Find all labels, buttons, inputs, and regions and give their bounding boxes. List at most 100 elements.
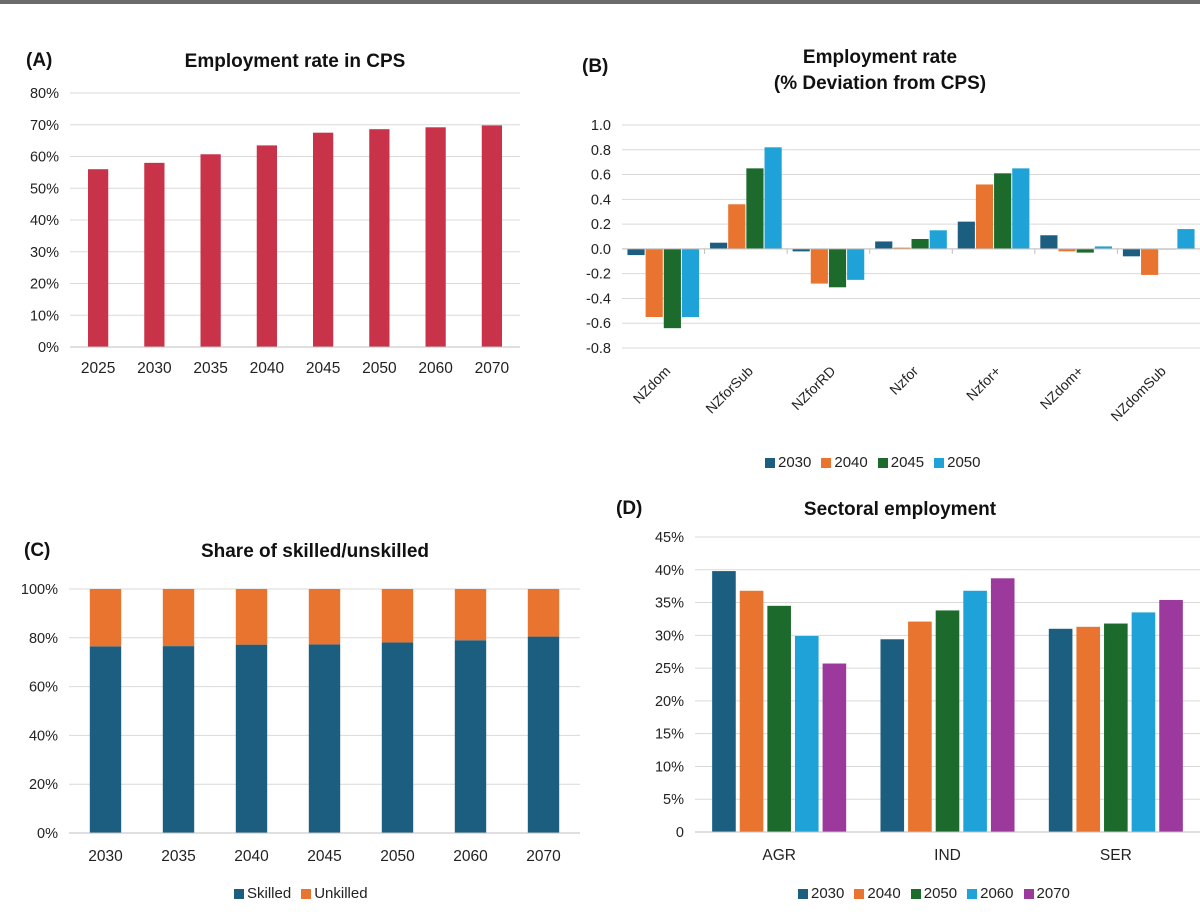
bar-c-unkilled-2035 <box>162 589 195 647</box>
chart-panel-d: (D) Sectoral employment 0 5% 10% 15% 20% 25% 3… <box>600 490 1200 918</box>
bar-b-2050-nzdomsub <box>1177 229 1195 249</box>
bar-d-2070-ind <box>990 578 1015 832</box>
legend-swatch <box>798 888 808 899</box>
bar-b-2045-nzfor <box>911 238 929 249</box>
bar-a-value-2060 <box>425 127 446 347</box>
bar-d-2070-agr <box>822 663 847 832</box>
bar-c-skilled-2045 <box>308 644 341 833</box>
legend-swatch <box>1023 888 1034 899</box>
y-tick-label-a: 80% <box>30 86 59 102</box>
bar-c-skilled-2070 <box>527 636 560 833</box>
bar-c-unkilled-2070 <box>527 589 560 637</box>
bar-b-2030-nzdom+ <box>1040 235 1058 249</box>
y-tick-label-a: 60% <box>30 150 59 166</box>
x-tick-label-a: 2030 <box>137 360 172 377</box>
chart-title-c: Share of skilled/unskilled <box>200 541 430 562</box>
y-tick-label-d: 40% <box>655 563 684 579</box>
y-tick-label-b: 0.0 <box>591 242 611 258</box>
y-tick-label-a: 50% <box>30 181 59 197</box>
bar-b-2050-nzforrd <box>847 248 865 280</box>
bar-a-value-2030 <box>144 162 165 347</box>
legend-item: 2030 <box>765 454 811 471</box>
top-divider <box>0 0 1200 4</box>
bar-b-2030-nzfor+ <box>957 221 975 249</box>
legend-swatch <box>234 888 244 899</box>
bar-c-skilled-2040 <box>235 644 268 833</box>
bar-c-skilled-2030 <box>89 646 122 833</box>
y-tick-label-c: 0% <box>37 826 58 842</box>
bar-b-2040-nzforrd <box>810 248 828 284</box>
legend-label: 2050 <box>923 885 958 902</box>
panel-label-a: (A) <box>26 50 53 71</box>
x-tick-label-a: 2040 <box>250 360 285 377</box>
y-tick-label-a: 10% <box>30 308 59 324</box>
legend-item: Unkilled <box>301 885 368 902</box>
chart-panel-b: (B) Employment rate (% Deviation from CP… <box>560 40 1200 480</box>
legend-swatch <box>967 888 978 899</box>
legend-swatch <box>301 888 312 899</box>
bar-b-2040-nzfor <box>893 247 911 249</box>
bar-b-2045-nzforsub <box>746 168 764 249</box>
x-tick-label-a: 2050 <box>362 360 397 377</box>
legend-label: 2030 <box>811 885 845 902</box>
legend-label: 2050 <box>947 454 981 471</box>
bar-a-value-2025 <box>88 169 109 347</box>
y-tick-label-a: 20% <box>30 277 59 293</box>
legend-label: Skilled <box>247 885 292 902</box>
legend-swatch <box>821 457 832 468</box>
x-tick-label-a: 2025 <box>81 360 115 377</box>
chart-b-svg: -0.8 -0.6 -0.4 -0.2 0.0 0.2 0.4 0.6 0.8 1.0 NZdom N… <box>586 118 1200 424</box>
y-tick-label-b: 0.4 <box>591 192 611 208</box>
x-tick-label-b: Nzfor+ <box>963 363 1004 404</box>
panel-label-c: (C) <box>24 540 51 561</box>
bar-d-2040-ind <box>908 621 932 832</box>
bar-b-2030-nzforsub <box>710 242 728 249</box>
bar-d-2050-ind <box>935 610 960 832</box>
legend-label: 2060 <box>980 885 1014 902</box>
bar-d-2030-ser <box>1048 628 1073 832</box>
y-tick-label-b: 1.0 <box>591 118 611 134</box>
y-tick-label-b: 0.2 <box>591 217 611 233</box>
x-tick-label-b: NZdom <box>630 363 674 407</box>
bar-b-2030-nzdom <box>627 248 645 256</box>
bar-d-2040-ser <box>1076 626 1101 832</box>
bar-b-2045-nzdom <box>663 248 681 329</box>
bar-d-2060-ind <box>963 590 987 832</box>
bar-a-value-2040 <box>256 145 277 347</box>
x-tick-label-a: 2045 <box>306 360 340 377</box>
bar-b-2050-nzforsub <box>764 147 782 249</box>
y-tick-label-a: 30% <box>30 245 59 261</box>
x-tick-label-c: 2070 <box>526 848 561 865</box>
x-tick-label-c: 2030 <box>88 848 123 865</box>
bar-d-2050-ser <box>1104 623 1128 832</box>
chart-panel-c: (C) Share of skilled/unskilled 0% 20% 40% 6… <box>0 530 590 918</box>
bar-b-2040-nzdom <box>645 248 663 318</box>
y-tick-label-a: 70% <box>30 118 59 134</box>
bar-d-2040-agr <box>739 590 764 832</box>
bar-c-unkilled-2030 <box>89 589 122 647</box>
chart-panel-a: (A) Employment rate in CPS 0% 10% 20% 30% 40… <box>0 40 560 440</box>
legend-item: 2045 <box>877 454 924 471</box>
y-tick-label-a: 40% <box>30 213 59 229</box>
chart-title-a: Employment rate in CPS <box>184 51 406 72</box>
bar-d-2060-ser <box>1131 612 1156 832</box>
x-tick-label-c: 2040 <box>234 848 269 865</box>
bar-b-2040-nzdom+ <box>1058 248 1076 252</box>
y-tick-label-d: 10% <box>655 759 684 775</box>
legend-item: Skilled <box>234 885 291 902</box>
bar-c-unkilled-2050 <box>381 589 414 643</box>
legend-label: 2070 <box>1036 885 1070 902</box>
legend-label: 2040 <box>867 885 901 902</box>
legend-item: 2060 <box>967 885 1014 902</box>
legend-swatch <box>765 457 775 468</box>
y-tick-label-b: 0.8 <box>591 143 611 159</box>
x-tick-label-a: 2060 <box>418 360 453 377</box>
chart-title-b: Employment rate <box>802 47 958 68</box>
bar-d-2060-agr <box>794 635 819 832</box>
x-tick-label-d: SER <box>1100 847 1132 864</box>
x-tick-label-c: 2045 <box>307 848 341 865</box>
y-tick-label-c: 40% <box>29 728 58 744</box>
x-tick-label-c: 2035 <box>161 848 195 865</box>
bar-b-2050-nzfor <box>929 230 947 249</box>
legend-label: Unkilled <box>314 885 368 902</box>
